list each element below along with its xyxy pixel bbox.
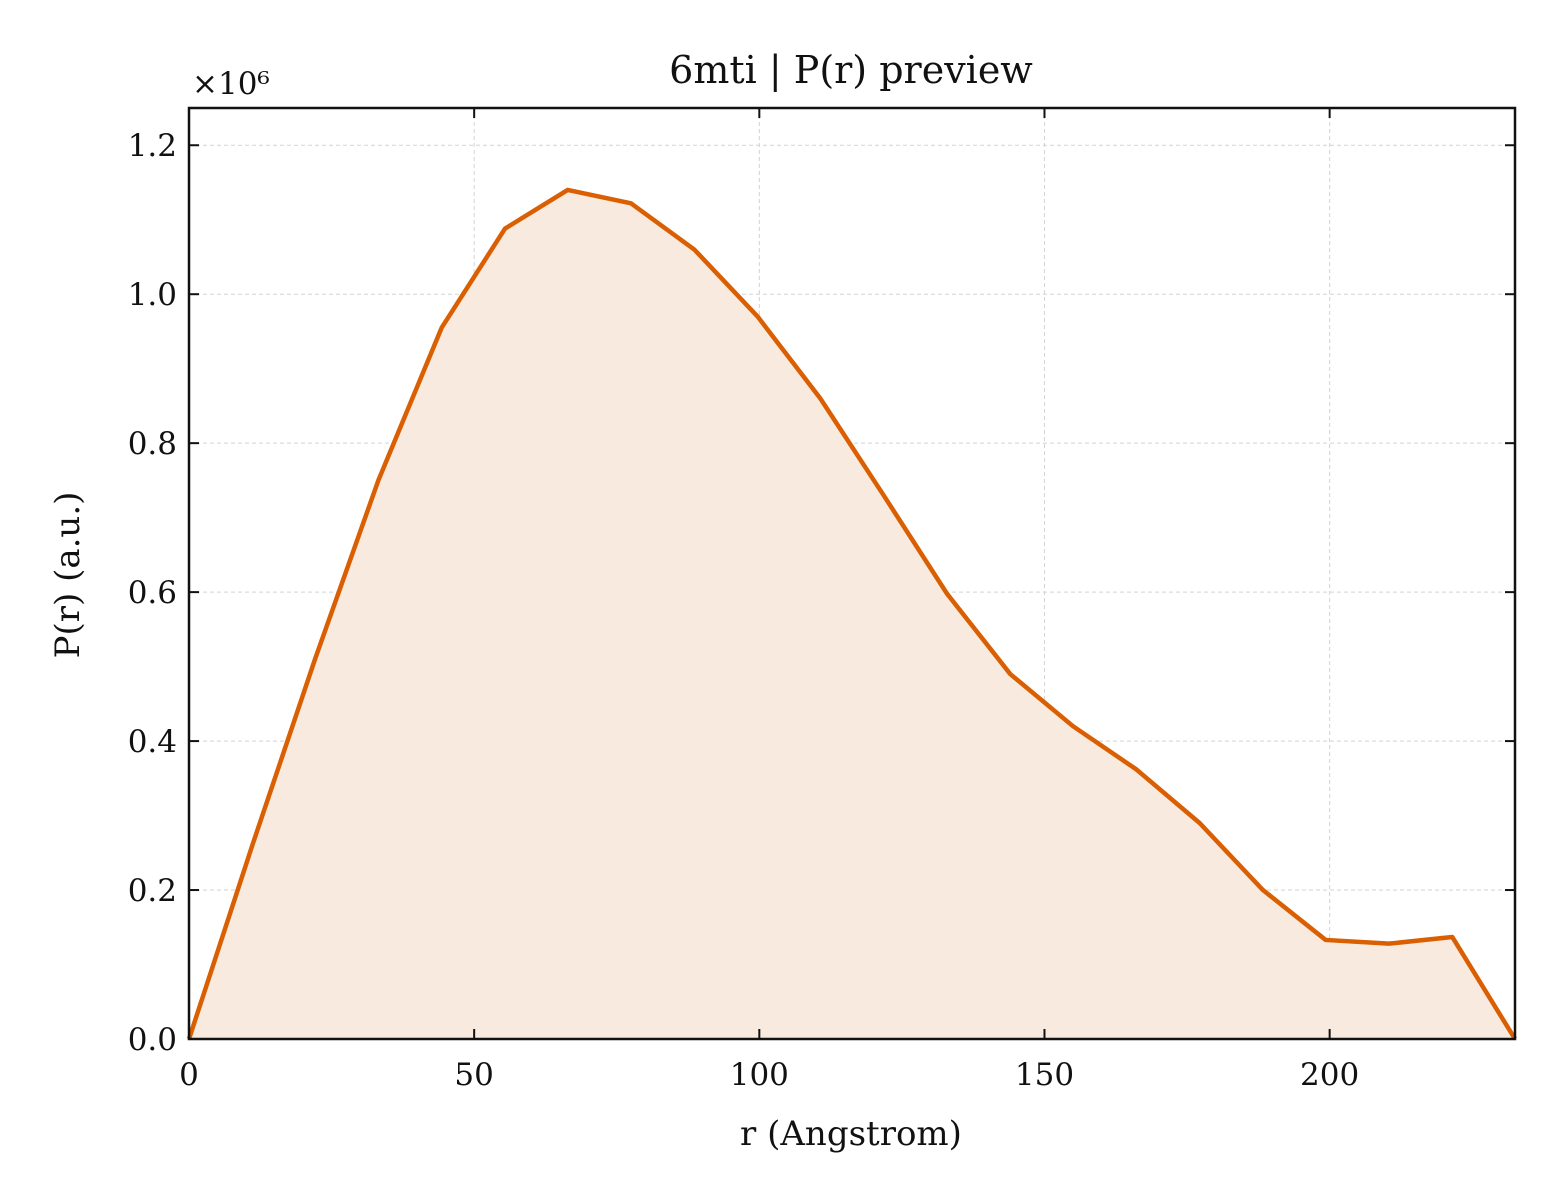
data-point	[818, 396, 822, 400]
y-axis-offset-label: ×10⁶	[192, 66, 270, 102]
data-point	[1197, 821, 1201, 825]
data-point	[376, 478, 380, 482]
data-point	[565, 188, 569, 192]
y-axis-ticks: 0.0 0.2 0.4 0.6 0.8 1.0 1.2	[128, 128, 1515, 1058]
x-axis-label: r (Angstrom)	[740, 1114, 962, 1154]
data-point	[1134, 767, 1138, 771]
chart-title: 6mti | P(r) preview	[669, 48, 1033, 92]
pr-area-fill	[189, 189, 1515, 1039]
y-tick-label: 0.2	[128, 873, 177, 909]
data-point	[439, 326, 443, 330]
y-tick-label: 0.4	[128, 724, 177, 760]
data-point	[1323, 938, 1327, 942]
data-point	[1008, 672, 1012, 676]
x-tick-label: 0	[179, 1057, 199, 1093]
data-point	[313, 657, 317, 661]
data-point	[692, 247, 696, 251]
data-point	[629, 201, 633, 205]
x-tick-label: 200	[1300, 1057, 1359, 1093]
data-point	[1450, 935, 1454, 939]
data-point	[1071, 724, 1075, 728]
y-axis-label: P(r) (a.u.)	[48, 492, 88, 659]
data-point	[503, 226, 507, 230]
data-point	[250, 843, 254, 847]
x-tick-label: 100	[730, 1057, 789, 1093]
y-tick-label: 1.0	[128, 277, 177, 313]
y-tick-label: 1.2	[128, 128, 177, 164]
data-point	[1387, 941, 1391, 945]
data-point	[755, 314, 759, 318]
y-tick-label: 0.0	[128, 1022, 177, 1058]
y-tick-label: 0.6	[128, 575, 177, 611]
data-point	[1261, 888, 1265, 892]
x-tick-label: 150	[1015, 1057, 1074, 1093]
pr-series-line	[186, 187, 1517, 1041]
data-point	[945, 591, 949, 595]
x-tick-label: 50	[454, 1057, 493, 1093]
plot-frame	[187, 106, 1517, 1041]
x-axis-ticks: 0 50 100 150 200	[179, 108, 1359, 1093]
data-point	[881, 493, 885, 497]
y-tick-label: 0.8	[128, 426, 177, 462]
